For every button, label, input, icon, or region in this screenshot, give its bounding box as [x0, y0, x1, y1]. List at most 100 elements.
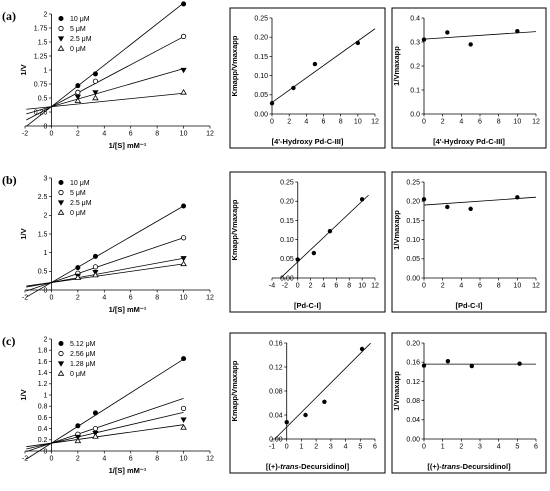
x-tick-label: 10	[180, 295, 188, 302]
x-tick-label: 8	[155, 295, 159, 302]
x-tick-label: 6	[534, 444, 538, 451]
x-axis-label: [(+)-trans-Decursidinol]	[266, 462, 350, 471]
data-point	[181, 1, 187, 7]
x-tick-label: -2	[22, 295, 28, 302]
data-point	[180, 235, 187, 241]
y-tick-label: 0.75	[34, 81, 48, 88]
y-axis-label: 1/Vmaxapp	[392, 46, 401, 86]
x-tick-label: 12	[206, 295, 214, 302]
data-point	[445, 30, 450, 35]
x-tick-label: 2	[459, 444, 463, 451]
y-tick-label: 3	[44, 175, 48, 182]
data-point	[92, 94, 99, 101]
replot: 0 2 4 6 8 10 12 0.00 0.05 0.10 0.15 0.20 0.25 [4'-Hyd…	[229, 7, 386, 149]
x-axis-label: 1/[S] mM⁻¹	[109, 141, 147, 150]
x-axis-label: [Pd-C-I]	[455, 301, 483, 310]
y-tick-label: 0.25	[406, 179, 420, 186]
y-tick-label: 0.00	[280, 275, 294, 282]
data-point	[180, 424, 187, 430]
replot: 0 2 4 6 8 10 12 0.00 0.05 0.10 0.15 0.20 0.25 [Pd-C-I…	[391, 171, 547, 313]
legend-marker	[58, 350, 64, 357]
y-tick-label: 0.00	[269, 436, 283, 443]
data-point	[421, 197, 427, 202]
data-point	[92, 253, 98, 259]
data-point	[359, 197, 365, 202]
y-tick-label: 0.15	[406, 218, 420, 225]
data-point	[180, 256, 187, 262]
data-point	[92, 71, 98, 77]
x-tick-label: 4	[102, 131, 106, 138]
x-tick-label: 12	[371, 119, 379, 126]
y-tick-label: 1.5	[38, 231, 48, 238]
data-point	[75, 265, 81, 271]
y-tick-label: 0.8	[38, 404, 48, 411]
data-point	[312, 61, 318, 67]
legend-label: 5 μM	[70, 190, 86, 197]
fit-line	[270, 28, 376, 105]
x-tick-label: 4	[304, 119, 308, 126]
fit-line	[423, 31, 537, 40]
y-tick-label: 1	[44, 250, 48, 257]
panel-label: (a)	[2, 9, 16, 23]
data-point	[92, 433, 99, 439]
replot: -1 0 1 2 3 4 5 6 0.00 0.04 0.08 0.12 0.16 [(+)-trans-…	[229, 332, 386, 474]
panel-frame	[391, 332, 547, 474]
x-axis-label: [4'-Hydroxy Pd-C-III]	[272, 137, 344, 146]
legend-label: 0 μM	[70, 46, 86, 53]
legend-label: 10 μM	[70, 180, 90, 187]
x-tick-label: 6	[129, 295, 133, 302]
y-tick-label: 0.5	[38, 95, 48, 102]
y-tick-label: 0.16	[269, 340, 283, 347]
data-point	[445, 359, 451, 364]
x-tick-label: 5	[358, 444, 362, 451]
x-tick-label: 4	[497, 444, 501, 451]
x-tick-label: 4	[459, 283, 463, 290]
data-point	[421, 37, 427, 42]
x-axis-label: 1/[S] mM⁻¹	[109, 466, 147, 475]
y-tick-label: 0	[44, 448, 48, 455]
y-tick-label: 0.08	[406, 398, 420, 405]
data-point	[74, 94, 81, 101]
y-tick-label: 1.75	[34, 25, 48, 32]
y-tick-label: 0.2	[38, 437, 48, 444]
y-tick-label: 0.00	[254, 111, 268, 118]
y-tick-label: 1	[44, 67, 48, 74]
y-tick-label: 0.25	[280, 179, 294, 186]
panel-label: (b)	[2, 173, 17, 187]
data-point	[92, 410, 98, 416]
x-tick-label: 2	[309, 283, 313, 290]
x-tick-label: 4	[102, 295, 106, 302]
data-point	[468, 42, 473, 47]
x-tick-label: 6	[129, 456, 133, 463]
y-tick-label: 1.6	[38, 359, 48, 366]
y-axis-label: 1/V	[19, 64, 28, 75]
legend-marker	[57, 200, 65, 206]
x-axis-label: [Pd-C-I]	[294, 301, 322, 310]
x-tick-label: 2	[441, 119, 445, 126]
y-tick-label: 1.5	[38, 39, 48, 46]
x-tick-label: 0	[296, 283, 300, 290]
legend-marker	[57, 209, 65, 215]
x-tick-label: 6	[478, 283, 482, 290]
x-tick-label: 4	[344, 444, 348, 451]
legend-marker	[58, 189, 64, 196]
x-tick-label: 2	[287, 119, 291, 126]
legend-label: 5 μM	[70, 26, 86, 33]
y-tick-label: 0.4	[410, 15, 420, 22]
y-tick-label: 2.5	[38, 194, 48, 201]
data-point	[291, 85, 296, 91]
x-tick-label: 2	[76, 295, 80, 302]
data-point	[468, 206, 473, 212]
x-tick-label: 6	[129, 131, 133, 138]
data-point	[284, 420, 289, 425]
x-tick-label: 8	[347, 283, 351, 290]
x-tick-label: 10	[358, 283, 366, 290]
x-tick-label: 0	[49, 295, 53, 302]
data-point	[295, 257, 300, 262]
y-tick-label: 0.5	[38, 269, 48, 276]
y-axis-label: Kmapp/Vmaxapp	[230, 360, 239, 421]
x-tick-label: 2	[76, 456, 80, 463]
y-tick-label: 1	[44, 392, 48, 399]
lineweaver-burk-plot: -2 0 2 4 6 8 10 12 0.5 1 1.5 2 2.5 3 0 10 μM 5 μM 2.5 μM 0…	[19, 175, 214, 314]
data-point	[180, 33, 187, 40]
